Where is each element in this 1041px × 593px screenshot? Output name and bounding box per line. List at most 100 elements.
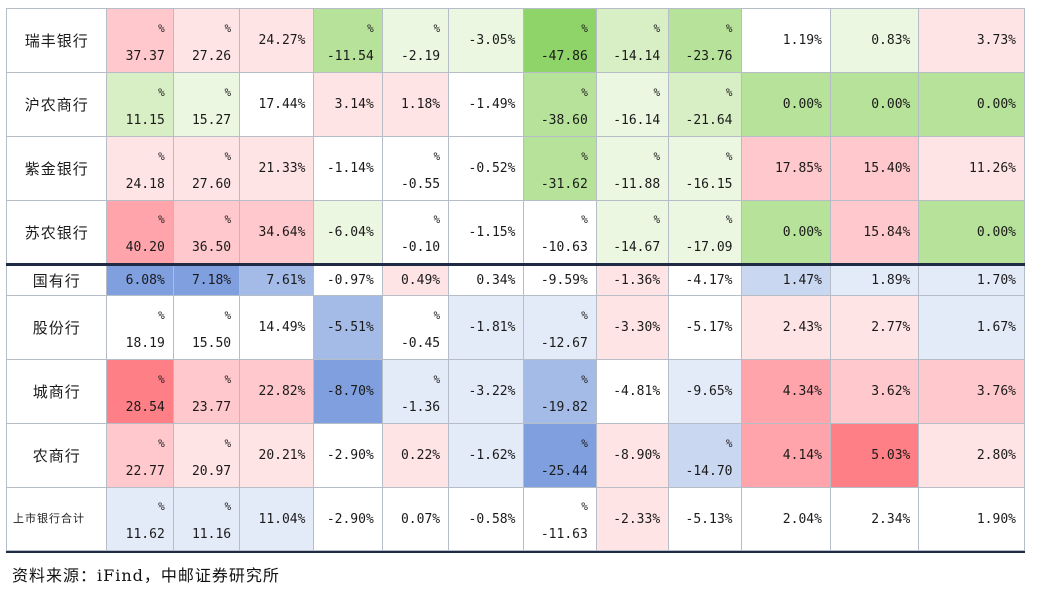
cell-value: 1.90% <box>976 511 1016 527</box>
data-cell: 11.62% <box>106 487 174 551</box>
data-cell: -21.64% <box>668 72 742 137</box>
row-label: 城商行 <box>5 359 108 424</box>
cell-value: 4.14% <box>782 448 822 463</box>
source-note: 资料来源：iFind，中邮证券研究所 <box>12 566 280 585</box>
data-cell: -19.82% <box>523 359 597 424</box>
cell-percent-sign: % <box>158 213 165 226</box>
data-cell: 3.62% <box>829 359 920 424</box>
data-cell: -1.36% <box>595 263 670 296</box>
cell-value: 5.03% <box>871 448 911 463</box>
cell-value: -14.67 <box>613 240 661 255</box>
data-cell: 1.89% <box>829 263 920 296</box>
cell-percent-sign: % <box>224 308 232 322</box>
cell-value: 1.89% <box>871 273 911 288</box>
data-cell: 0.83% <box>829 8 920 73</box>
row-label: 国有行 <box>5 263 108 296</box>
cell-percent-sign: % <box>433 213 441 226</box>
cell-value: -3.05% <box>468 33 516 48</box>
data-cell: -2.19% <box>381 8 450 73</box>
cell-percent-sign: % <box>158 436 165 450</box>
cell-percent-sign: % <box>158 308 165 322</box>
cell-percent-sign: % <box>224 372 232 386</box>
data-cell: -0.45% <box>381 295 450 360</box>
data-cell: 1.19% <box>740 8 831 73</box>
data-cell: -14.70% <box>668 423 742 488</box>
cell-value: 6.08% <box>125 273 165 288</box>
cell-value: -8.90% <box>613 448 661 463</box>
data-cell: -47.86% <box>523 8 597 73</box>
cell-value: -1.15% <box>468 224 516 240</box>
row-label: 苏农银行 <box>5 200 108 265</box>
data-cell: -5.13% <box>668 487 742 551</box>
cell-value: 14.49% <box>258 320 306 335</box>
cell-value: -9.65% <box>685 384 733 399</box>
data-cell: 5.03% <box>829 423 920 488</box>
cell-value: -10.63 <box>540 240 588 255</box>
data-cell: 18.19% <box>106 295 174 360</box>
data-cell: 15.40% <box>829 136 920 201</box>
cell-value: 11.26% <box>969 161 1016 176</box>
cell-value: 1.67% <box>976 320 1016 335</box>
data-cell: -8.90% <box>595 423 670 488</box>
table-row: 股份行 18.19% 15.50% 14.49% -5.51% -0.45% -1.81% -… <box>5 295 1025 360</box>
data-cell: 3.73% <box>918 8 1025 73</box>
cell-value: -4.81% <box>613 384 661 399</box>
data-cell: -0.58% <box>448 487 525 551</box>
data-cell: -14.67% <box>595 200 670 265</box>
data-cell: -3.22% <box>448 359 525 424</box>
cell-value: 17.85% <box>774 161 822 176</box>
data-cell: -11.88% <box>595 136 670 201</box>
cell-percent-sign: % <box>433 308 441 322</box>
data-cell: 1.90% <box>918 487 1025 551</box>
cell-value: 18.19 <box>125 335 165 351</box>
cell-percent-sign: % <box>224 85 232 99</box>
data-cell: -8.70% <box>313 359 383 424</box>
table-row: 上市银行合计 11.62% 11.16% 11.04% -2.90% 0.07% -0.58… <box>5 487 1025 551</box>
data-cell: 37.37% <box>106 8 174 73</box>
cell-value: -2.33% <box>613 511 661 527</box>
table-row: 紫金银行 24.18% 27.60% 21.33% -1.14% -0.55% -0.52%… <box>5 136 1025 201</box>
cell-value: -16.15 <box>685 176 733 192</box>
cell-value: -47.86 <box>540 48 588 64</box>
cell-value: 11.04% <box>258 511 306 527</box>
data-cell: 0.00% <box>918 200 1025 265</box>
cell-percent-sign: % <box>725 436 733 450</box>
cell-value: -1.36 <box>400 399 441 415</box>
data-cell: -9.59% <box>523 263 597 296</box>
data-cell: 27.60% <box>172 136 241 201</box>
data-cell: 4.34% <box>740 359 831 424</box>
cell-value: -17.09 <box>685 240 733 255</box>
cell-value: 2.43% <box>782 320 822 335</box>
cell-value: -11.63 <box>540 527 588 542</box>
cell-value: 22.82% <box>258 384 306 399</box>
data-cell: 1.18% <box>381 72 450 137</box>
cell-value: -5.13% <box>685 511 733 527</box>
cell-value: 0.34% <box>476 273 516 288</box>
cell-value: -0.10 <box>400 240 441 255</box>
cell-value: 0.00% <box>782 97 822 112</box>
cell-value: 7.18% <box>191 273 232 288</box>
cell-value: 2.04% <box>782 511 822 527</box>
cell-value: -38.60 <box>540 112 588 128</box>
data-cell: 1.47% <box>740 263 831 296</box>
data-table: 瑞丰银行 37.37% 27.26% 24.27% -11.54% -2.19% -3.05… <box>5 8 1025 551</box>
data-cell: 11.26% <box>918 136 1025 201</box>
data-cell: 4.14% <box>740 423 831 488</box>
cell-percent-sign: % <box>653 149 661 163</box>
table-body: 瑞丰银行 37.37% 27.26% 24.27% -11.54% -2.19% -3.05… <box>5 8 1025 551</box>
cell-value: -14.70 <box>685 463 733 479</box>
data-cell: -31.62% <box>523 136 597 201</box>
data-cell: 2.34% <box>829 487 920 551</box>
cell-value: -0.97% <box>326 273 374 288</box>
cell-value: 7.61% <box>266 273 306 288</box>
cell-value: -1.81% <box>468 320 516 335</box>
table-row: 城商行 28.54% 23.77% 22.82% -8.70% -1.36% -3.22% -… <box>5 359 1025 424</box>
cell-value: 22.77 <box>125 463 165 479</box>
data-cell: 0.00% <box>829 72 920 137</box>
row-label: 瑞丰银行 <box>5 8 108 73</box>
cell-percent-sign: % <box>581 372 588 386</box>
cell-value: 11.62 <box>125 527 165 542</box>
data-cell: -3.05% <box>448 8 525 73</box>
data-cell: 17.85% <box>740 136 831 201</box>
cell-value: -2.90% <box>326 511 374 527</box>
